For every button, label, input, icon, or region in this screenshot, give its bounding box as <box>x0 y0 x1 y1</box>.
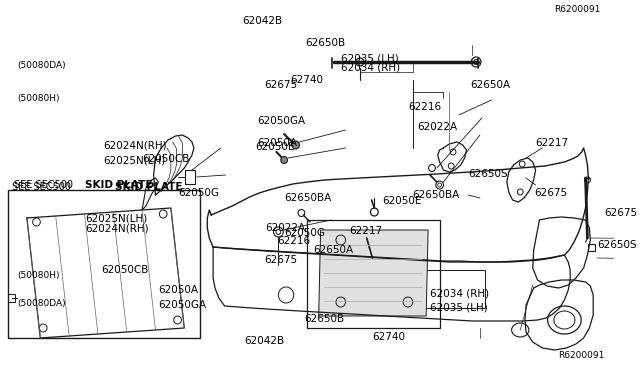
Text: R6200091: R6200091 <box>558 351 605 360</box>
Text: 62650BA: 62650BA <box>413 190 460 200</box>
Text: 62740: 62740 <box>291 75 324 85</box>
Text: (50080DA): (50080DA) <box>17 61 66 70</box>
Text: 62022A: 62022A <box>417 122 458 132</box>
Bar <box>588 244 595 251</box>
Text: 62024N(RH): 62024N(RH) <box>104 140 167 150</box>
Text: 62650B: 62650B <box>305 38 346 48</box>
Text: 62650A: 62650A <box>314 245 353 255</box>
Polygon shape <box>319 230 428 316</box>
Text: 62025N(LH): 62025N(LH) <box>104 155 166 165</box>
Text: SEE SEC500: SEE SEC500 <box>13 180 72 190</box>
Text: 62650S: 62650S <box>597 240 637 250</box>
Text: (50080H): (50080H) <box>17 94 60 103</box>
Bar <box>185 170 195 184</box>
Text: 62650B: 62650B <box>304 314 344 324</box>
Text: R6200091: R6200091 <box>554 5 601 14</box>
Circle shape <box>281 157 287 164</box>
Text: 62035 (LH): 62035 (LH) <box>430 302 488 312</box>
Text: 62050GA: 62050GA <box>257 116 305 126</box>
Text: 62050A: 62050A <box>159 285 198 295</box>
Text: 62050E: 62050E <box>382 196 421 206</box>
Text: (50080H): (50080H) <box>17 271 60 280</box>
Text: 62050G: 62050G <box>178 188 219 198</box>
Circle shape <box>292 141 300 149</box>
Text: 62650BA: 62650BA <box>284 193 331 203</box>
Text: 62650S: 62650S <box>468 169 508 179</box>
Text: SKID PLATE: SKID PLATE <box>115 182 182 192</box>
Text: 62650A: 62650A <box>470 80 511 90</box>
Text: 62050CB: 62050CB <box>101 264 148 275</box>
Bar <box>326 270 484 308</box>
Text: 62675: 62675 <box>264 255 298 265</box>
Text: 62217: 62217 <box>536 138 569 148</box>
Text: 62050E: 62050E <box>255 142 294 152</box>
Text: 62035 (LH): 62035 (LH) <box>341 53 399 63</box>
Text: 62024N(RH): 62024N(RH) <box>84 224 148 234</box>
Text: 62050G: 62050G <box>284 228 325 238</box>
Text: 62675: 62675 <box>605 208 638 218</box>
Text: 62034 (RH): 62034 (RH) <box>430 288 489 298</box>
Text: 62216: 62216 <box>278 235 311 246</box>
Bar <box>307 220 440 328</box>
Text: 62675: 62675 <box>264 80 297 90</box>
Text: 62042B: 62042B <box>242 16 282 26</box>
Bar <box>8 294 15 302</box>
Text: 62022A: 62022A <box>266 222 305 232</box>
Text: 62034 (RH): 62034 (RH) <box>341 62 400 73</box>
Text: (50080DA): (50080DA) <box>17 299 66 308</box>
Text: 62217: 62217 <box>349 226 382 236</box>
Text: 62050CB: 62050CB <box>142 154 189 164</box>
Text: 62050GA: 62050GA <box>159 299 207 310</box>
Text: 62675: 62675 <box>534 188 568 198</box>
Text: 62740: 62740 <box>372 332 405 342</box>
Text: 62050A: 62050A <box>257 138 297 148</box>
Bar <box>8 190 200 338</box>
Text: SKID PLATE: SKID PLATE <box>84 180 152 190</box>
Text: SEE SEC500: SEE SEC500 <box>12 182 70 192</box>
Text: 62025N(LH): 62025N(LH) <box>84 213 147 223</box>
Text: 62042B: 62042B <box>244 336 284 346</box>
Text: 62216: 62216 <box>408 102 441 112</box>
